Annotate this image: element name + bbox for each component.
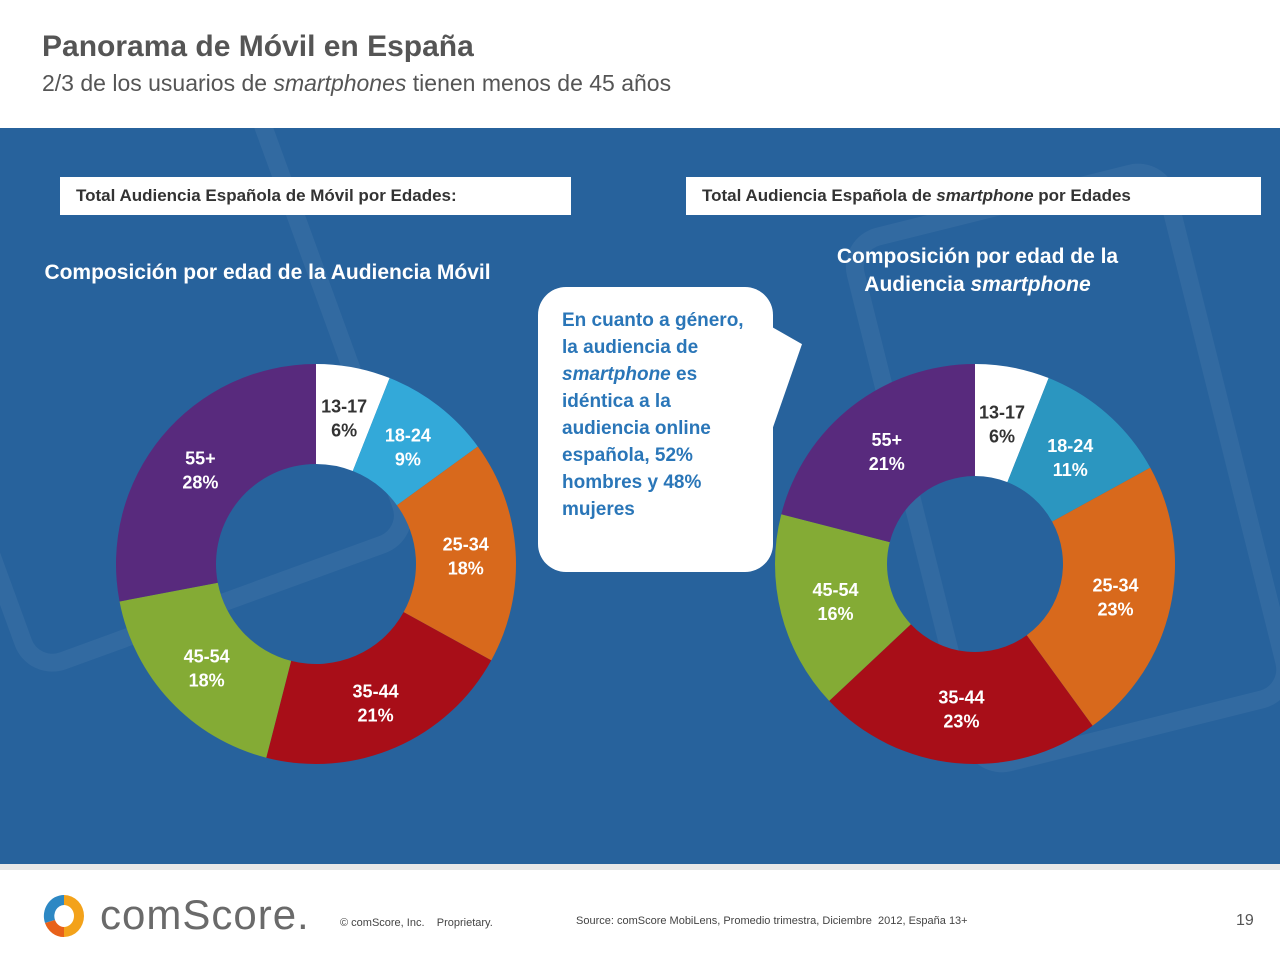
chart-title-text: Composición por edad de la Audiencia bbox=[836, 245, 1119, 296]
slice-value-label: 21% bbox=[869, 454, 905, 474]
donut-slice-55+ bbox=[115, 364, 316, 602]
slice-value-label: 28% bbox=[182, 472, 218, 492]
subtitle-emphasis: smartphones bbox=[273, 70, 407, 96]
header-emphasis: smartphone bbox=[936, 186, 1034, 205]
page-number: 19 bbox=[1236, 912, 1254, 929]
right-section-header: Total Audiencia Española de smartphone p… bbox=[686, 177, 1261, 215]
slice-value-label: 21% bbox=[358, 706, 394, 726]
donut-slice-35-44 bbox=[266, 612, 492, 764]
comscore-logo-icon bbox=[43, 894, 84, 938]
slice-category-label: 13-17 bbox=[979, 403, 1025, 423]
slice-category-label: 25-34 bbox=[443, 535, 489, 555]
slice-category-label: 18-24 bbox=[385, 425, 431, 445]
source-note: Source: comScore MobiLens, Promedio trim… bbox=[576, 915, 968, 927]
slice-value-label: 16% bbox=[818, 604, 854, 624]
chart-title-emphasis: smartphone bbox=[970, 273, 1091, 296]
donut-slice-25-34 bbox=[1026, 467, 1175, 726]
donut-slice-55+ bbox=[781, 363, 975, 543]
donut-slice-45-54 bbox=[119, 582, 292, 758]
donut-slice-13-17 bbox=[316, 364, 390, 472]
slice-value-label: 23% bbox=[1098, 599, 1134, 619]
callout-emphasis: smartphone bbox=[562, 364, 671, 385]
slice-category-label: 13-17 bbox=[321, 397, 367, 417]
subtitle-text: 2/3 de los usuarios de bbox=[42, 70, 274, 96]
slice-value-label: 9% bbox=[395, 449, 421, 469]
slice-category-label: 18-24 bbox=[1047, 436, 1093, 456]
donut-slice-18-24 bbox=[352, 378, 478, 506]
slice-value-label: 18% bbox=[189, 671, 225, 691]
callout-text-end: es idéntica a la audiencia online españo… bbox=[562, 364, 711, 520]
slice-category-label: 35-44 bbox=[938, 687, 984, 707]
right-chart-title: Composición por edad de la Audiencia sma… bbox=[790, 243, 1165, 299]
donut-charts: 13-17 6% 18-24 9% 25-34 18% 35-44 21% 45-54 18% 55… bbox=[115, 363, 1175, 764]
slice-category-label: 45-54 bbox=[813, 580, 859, 600]
slice-category-label: 25-34 bbox=[1093, 575, 1139, 595]
callout-bubble: En cuanto a género, la audiencia de smar… bbox=[538, 287, 773, 572]
slice-category-label: 45-54 bbox=[184, 647, 230, 667]
header-text: Total Audiencia Española de bbox=[702, 186, 937, 205]
slice-value-label: 18% bbox=[448, 559, 484, 579]
donut-slice-13-17 bbox=[975, 364, 1049, 483]
subtitle-text-end: tienen menos de 45 años bbox=[406, 70, 672, 96]
left-section-header: Total Audiencia Española de Móvil por Ed… bbox=[60, 177, 571, 215]
slice-value-label: 23% bbox=[943, 711, 979, 731]
copyright: © comScore, Inc. Proprietary. bbox=[340, 917, 493, 929]
slice-category-label: 55+ bbox=[871, 430, 902, 450]
comscore-logo: comScore. bbox=[100, 891, 310, 938]
donut-slice-35-44 bbox=[829, 624, 1093, 764]
page-subtitle: 2/3 de los usuarios de smartphones tiene… bbox=[42, 70, 671, 97]
left-chart-title: Composición por edad de la Audiencia Móv… bbox=[44, 261, 491, 284]
slice-value-label: 11% bbox=[1053, 460, 1088, 480]
header-text-end: por Edades bbox=[1033, 186, 1131, 205]
page-title: Panorama de Móvil en España bbox=[42, 30, 474, 63]
slice-value-label: 6% bbox=[331, 421, 357, 441]
footer-divider bbox=[0, 864, 1280, 870]
slice-category-label: 35-44 bbox=[353, 682, 399, 702]
slice-category-label: 55+ bbox=[185, 448, 216, 468]
slice-value-label: 6% bbox=[989, 427, 1015, 447]
donut-slice-45-54 bbox=[775, 514, 911, 701]
callout-text: En cuanto a género, la audiencia de bbox=[562, 310, 744, 358]
donut-slice-25-34 bbox=[396, 446, 516, 661]
donut-slice-18-24 bbox=[1007, 378, 1151, 522]
